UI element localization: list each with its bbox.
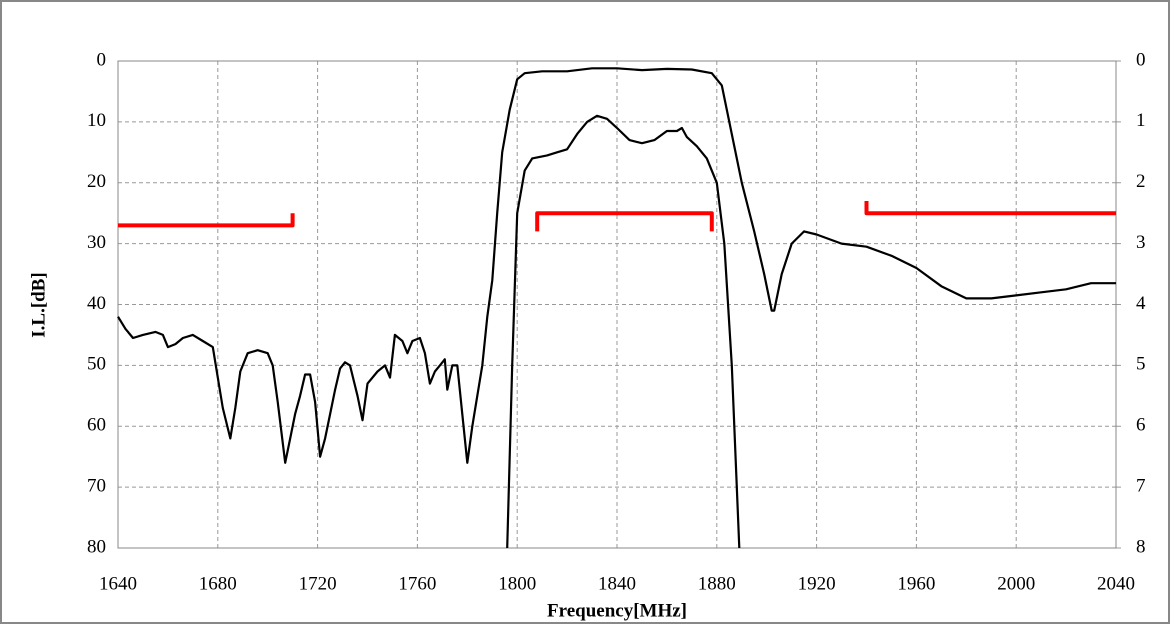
x-tick-label: 1680 [199,573,237,594]
y2-tick-label: 5 [1136,354,1146,375]
series-line [535,211,714,232]
y2-tick-label: 3 [1136,232,1146,253]
x-tick-label: 1760 [398,573,436,594]
series-line [864,201,1116,216]
y2-tick-label: 2 [1136,171,1146,192]
plot-border [117,60,1117,549]
y-tick-label: 30 [87,232,106,253]
y2-tick-label: 8 [1136,536,1146,557]
y-tick-label: 0 [97,49,107,70]
y-tick-label: 40 [87,293,106,314]
y-tick-label: 50 [87,354,106,375]
y2-tick-label: 0 [1136,49,1146,70]
x-tick-label: 2000 [997,573,1035,594]
y-tick-label: 70 [87,475,106,496]
series-line [117,67,1116,464]
y2-tick-label: 1 [1136,110,1146,131]
x-tick-label: 1920 [798,573,836,594]
x-tick-label: 1840 [598,573,636,594]
x-tick-label: 2040 [1097,573,1135,594]
y2-tick-label: 6 [1136,415,1146,436]
series-line [506,114,741,549]
y-tick-label: 20 [87,171,106,192]
y-tick-label: 60 [87,415,106,436]
y2-tick-label: 7 [1136,475,1146,496]
x-tick-label: 1960 [897,573,935,594]
y2-tick-label: 4 [1136,293,1146,314]
series-line [118,213,295,228]
y-tick-label: 10 [87,110,106,131]
y-axis-label: I.L.[dB] [28,272,49,337]
y-tick-label: 80 [87,536,106,557]
x-tick-label: 1880 [698,573,736,594]
x-tick-label: 1720 [299,573,337,594]
x-tick-label: 1640 [99,573,137,594]
x-axis-label: Frequency[MHz] [547,600,687,621]
x-tick-label: 1800 [498,573,536,594]
